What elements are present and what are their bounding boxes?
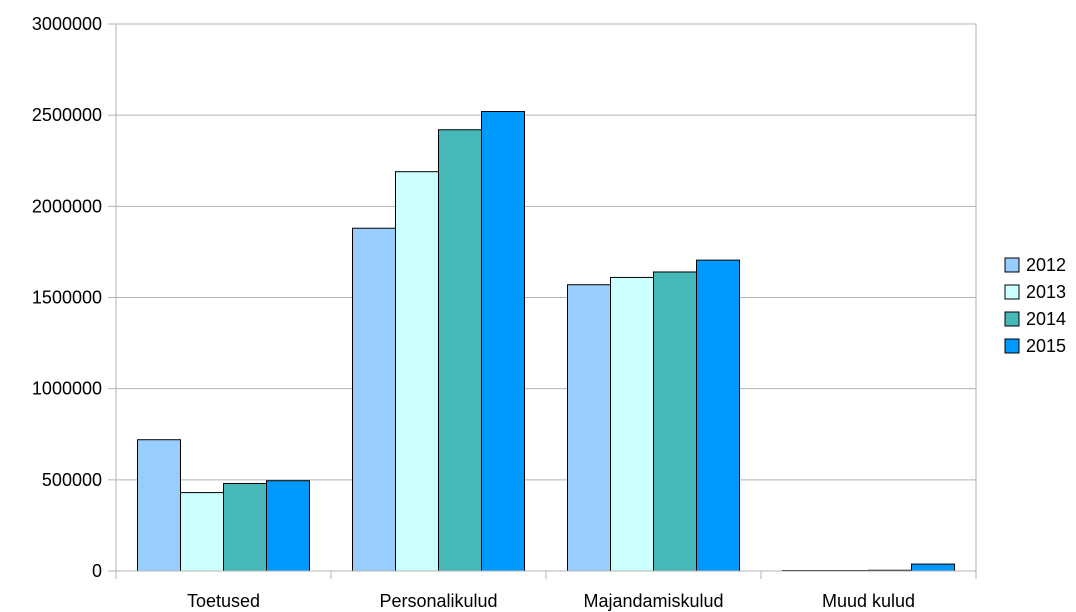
y-tick-label: 2000000: [32, 196, 102, 216]
legend-label: 2012: [1026, 255, 1066, 275]
bar-2015-toetused: [266, 480, 310, 572]
y-tick-label: 3000000: [32, 14, 102, 34]
bar-2012-majandamiskulud: [567, 284, 611, 572]
x-tick-label: Toetused: [187, 591, 260, 611]
bar-2013-majandamiskulud: [610, 276, 654, 572]
y-tick-label: 2500000: [32, 105, 102, 125]
legend-swatch-2015: [1004, 338, 1020, 354]
bar-2013-personalikulud: [395, 171, 439, 572]
y-tick-label: 0: [92, 561, 102, 581]
legend: 2012 2013 2014 2015: [1004, 255, 1066, 356]
axes: 0 500000 1000000 1500000 2000000 2500000 30000…: [32, 14, 977, 611]
bar-2013-toetused: [180, 492, 224, 572]
bar-2012-personalikulud: [352, 227, 396, 572]
bar-2014-toetused: [223, 482, 267, 572]
bar-2015-majandamiskulud: [696, 259, 740, 572]
legend-label: 2015: [1026, 336, 1066, 356]
x-tick-label: Muud kulud: [822, 591, 915, 611]
x-tick-label: Majandamiskulud: [583, 591, 723, 611]
legend-swatch-2014: [1004, 311, 1020, 327]
legend-swatch-2012: [1004, 257, 1020, 273]
legend-label: 2013: [1026, 282, 1066, 302]
bar-2014-majandamiskulud: [653, 271, 697, 572]
y-tick-label: 1500000: [32, 288, 102, 308]
bar-2015-personalikulud: [481, 111, 525, 572]
y-tick-label: 500000: [42, 470, 102, 490]
y-tick-label: 1000000: [32, 379, 102, 399]
bar-2014-personalikulud: [438, 129, 482, 572]
bars: [137, 111, 955, 572]
legend-swatch-2013: [1004, 284, 1020, 300]
gridlines: [116, 23, 976, 481]
x-tick-label: Personalikulud: [379, 591, 497, 611]
legend-label: 2014: [1026, 309, 1066, 329]
bar-2012-toetused: [137, 439, 181, 572]
bar-2015-muud-kulud: [911, 563, 955, 572]
